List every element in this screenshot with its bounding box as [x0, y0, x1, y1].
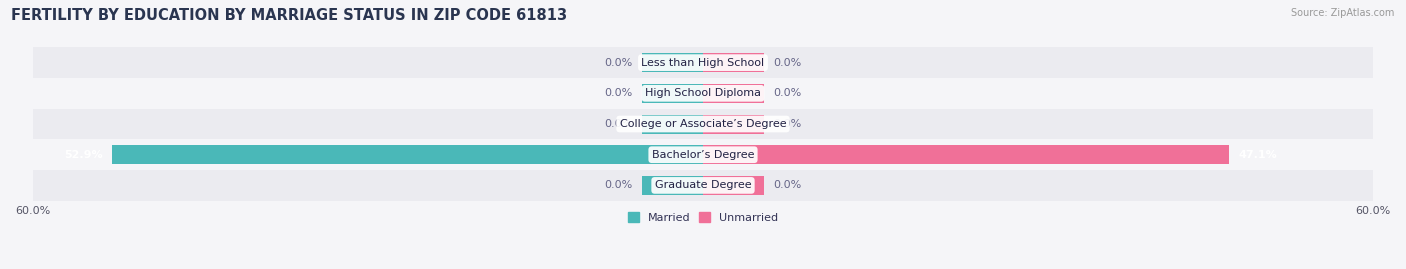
Text: 0.0%: 0.0% [773, 119, 801, 129]
Bar [32, 47, 1374, 78]
Text: High School Diploma: High School Diploma [645, 88, 761, 98]
Text: 47.1%: 47.1% [1239, 150, 1277, 160]
Bar [703, 176, 765, 195]
Bar [112, 145, 703, 164]
Bar [641, 84, 703, 103]
Text: 0.0%: 0.0% [605, 180, 633, 190]
Text: 0.0%: 0.0% [605, 119, 633, 129]
Bar [703, 84, 765, 103]
Bar [703, 115, 765, 133]
Bar [703, 53, 765, 72]
Bar [641, 115, 703, 133]
Text: 0.0%: 0.0% [773, 180, 801, 190]
Text: FERTILITY BY EDUCATION BY MARRIAGE STATUS IN ZIP CODE 61813: FERTILITY BY EDUCATION BY MARRIAGE STATU… [11, 8, 568, 23]
Text: Graduate Degree: Graduate Degree [655, 180, 751, 190]
Text: College or Associate’s Degree: College or Associate’s Degree [620, 119, 786, 129]
Bar [32, 170, 1374, 201]
Text: 0.0%: 0.0% [773, 88, 801, 98]
Text: 0.0%: 0.0% [773, 58, 801, 68]
Bar [32, 78, 1374, 109]
Text: 0.0%: 0.0% [605, 58, 633, 68]
Text: Source: ZipAtlas.com: Source: ZipAtlas.com [1291, 8, 1395, 18]
Bar [641, 53, 703, 72]
Legend: Married, Unmarried: Married, Unmarried [627, 213, 779, 223]
Bar [32, 139, 1374, 170]
Bar [703, 145, 1229, 164]
Text: 52.9%: 52.9% [65, 150, 103, 160]
Text: 0.0%: 0.0% [605, 88, 633, 98]
Bar [32, 109, 1374, 139]
Bar [641, 176, 703, 195]
Text: Less than High School: Less than High School [641, 58, 765, 68]
Text: Bachelor’s Degree: Bachelor’s Degree [652, 150, 754, 160]
